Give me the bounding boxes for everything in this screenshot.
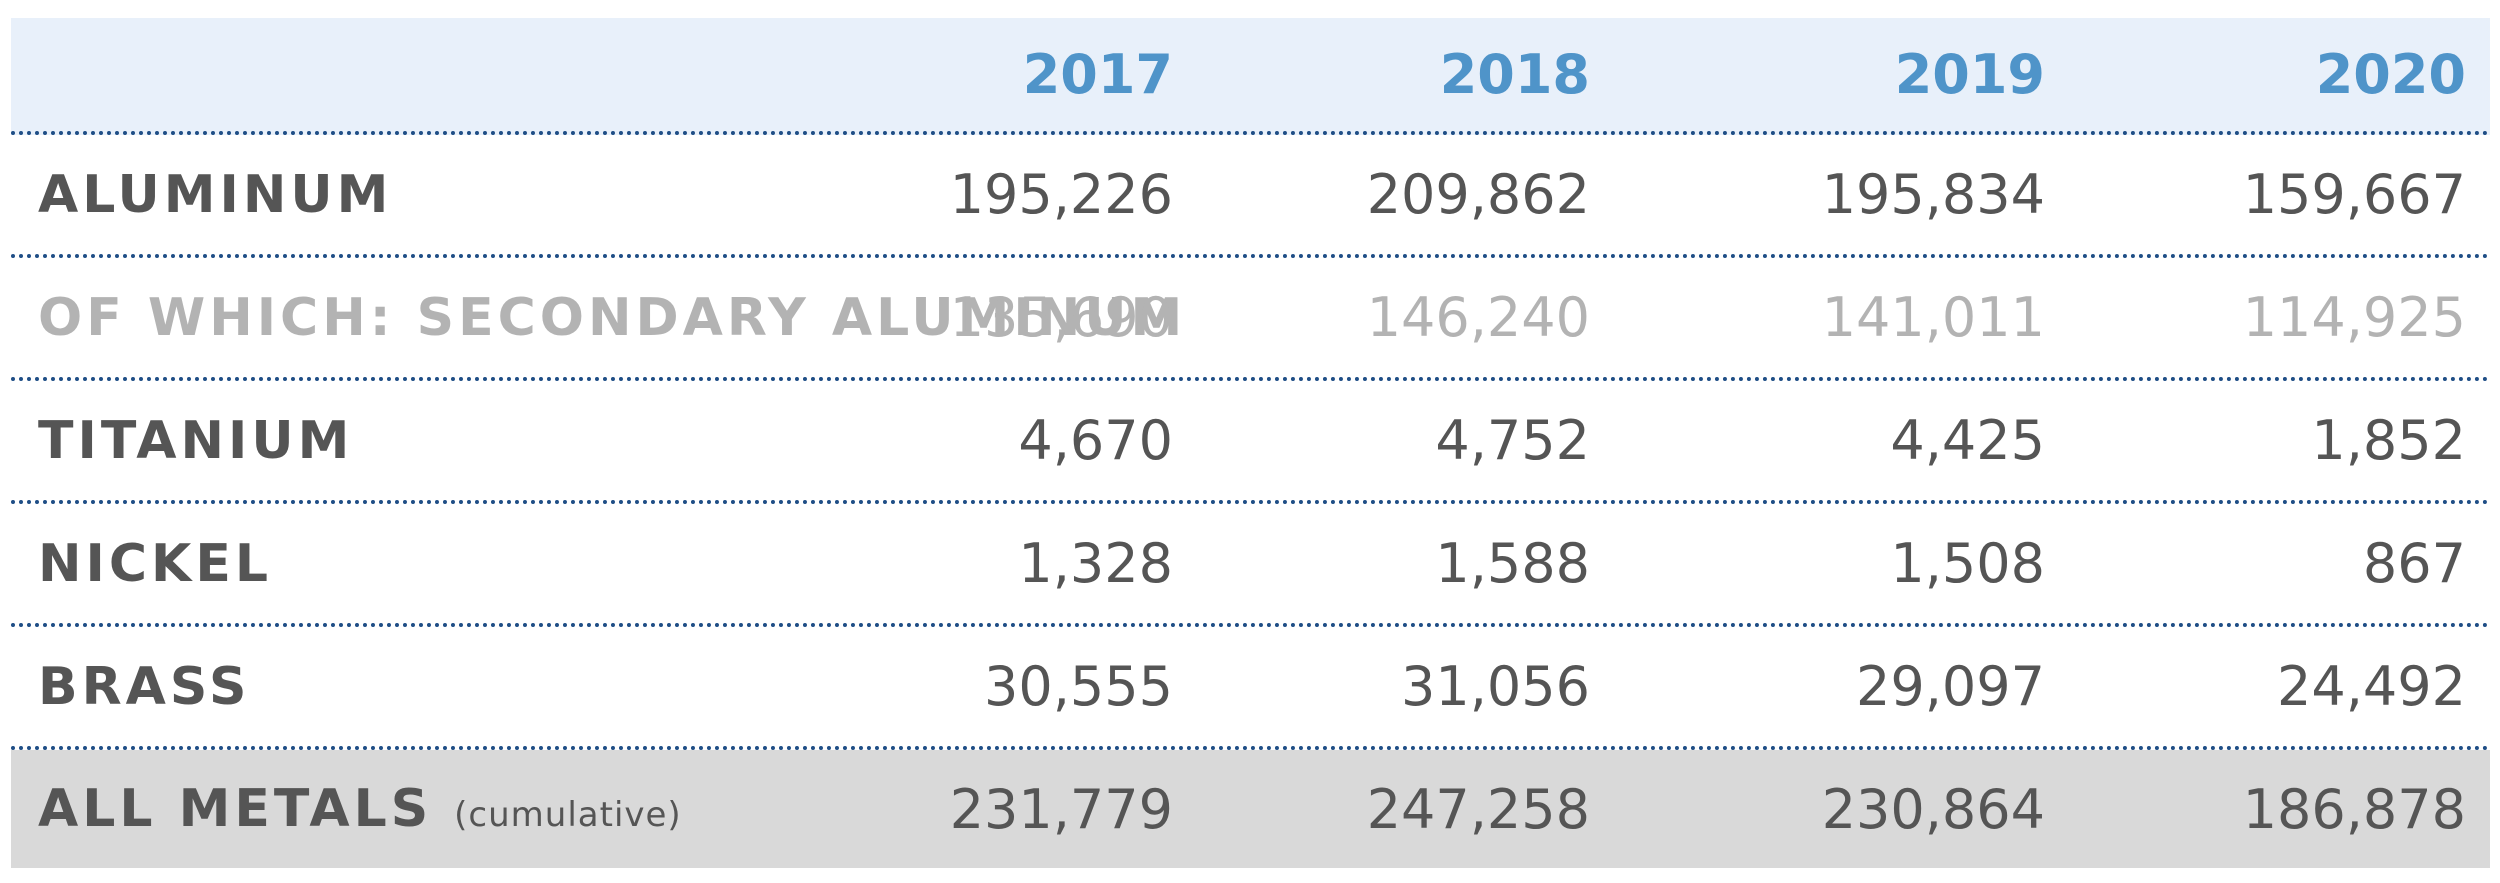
table-header-row: 2017 2018 2019 2020: [11, 18, 2490, 135]
row-label: OF WHICH: SECONDARY ALUMINUM: [38, 287, 1187, 348]
row-label: ALUMINUM: [38, 164, 393, 225]
table-cell: 4,670: [1018, 409, 1173, 472]
table-cell: 146,240: [1366, 286, 1590, 349]
table-cell: 159,667: [2242, 163, 2466, 226]
table-cell: 1,328: [1018, 532, 1173, 595]
table-cell: 209,862: [1366, 163, 1590, 226]
table-cell: 1,588: [1435, 532, 1590, 595]
table-cell: 1,852: [2311, 409, 2466, 472]
total-label-text: ALL METALS: [38, 779, 433, 839]
table-cell: 231,779: [949, 777, 1173, 841]
row-label: BRASS: [38, 656, 251, 717]
table-cell: 867: [2362, 532, 2466, 595]
table-cell: 29,097: [1856, 655, 2045, 718]
table-row-brass: BRASS 30,555 31,056 29,097 24,492: [11, 627, 2490, 750]
table-cell: 31,056: [1401, 655, 1590, 718]
table-cell: 195,226: [949, 163, 1173, 226]
row-label: NICKEL: [38, 533, 272, 594]
year-header-2017: 2017: [1022, 43, 1173, 106]
year-header-2019: 2019: [1894, 43, 2045, 106]
table-cell: 195,834: [1821, 163, 2045, 226]
table-row-titanium: TITANIUM 4,670 4,752 4,425 1,852: [11, 381, 2490, 504]
total-label: ALL METALS (cumulative): [38, 750, 682, 868]
table-cell: 4,752: [1435, 409, 1590, 472]
table-cell: 141,011: [1821, 286, 2045, 349]
table-row-nickel: NICKEL 1,328 1,588 1,508 867: [11, 504, 2490, 627]
table-cell: 114,925: [2242, 286, 2466, 349]
table-cell: 4,425: [1890, 409, 2045, 472]
table-cell: 230,864: [1821, 777, 2045, 841]
year-header-2020: 2020: [2315, 43, 2466, 106]
table-row-all-metals-total: ALL METALS (cumulative) 231,779 247,258 2…: [11, 750, 2490, 868]
table-cell: 247,258: [1366, 777, 1590, 841]
table-row-aluminum: ALUMINUM 195,226 209,862 195,834 159,667: [11, 135, 2490, 258]
total-label-note: (cumulative): [454, 795, 682, 835]
year-header-2018: 2018: [1439, 43, 1590, 106]
table-row-secondary-aluminum: OF WHICH: SECONDARY ALUMINUM 135,690 146…: [11, 258, 2490, 381]
table-cell: 186,878: [2242, 777, 2466, 841]
table-cell: 135,690: [949, 286, 1173, 349]
row-label: TITANIUM: [38, 410, 354, 471]
table-cell: 24,492: [2277, 655, 2466, 718]
table-cell: 1,508: [1890, 532, 2045, 595]
table-cell: 30,555: [984, 655, 1173, 718]
metals-table: 2017 2018 2019 2020 ALUMINUM 195,226 209…: [11, 18, 2490, 868]
